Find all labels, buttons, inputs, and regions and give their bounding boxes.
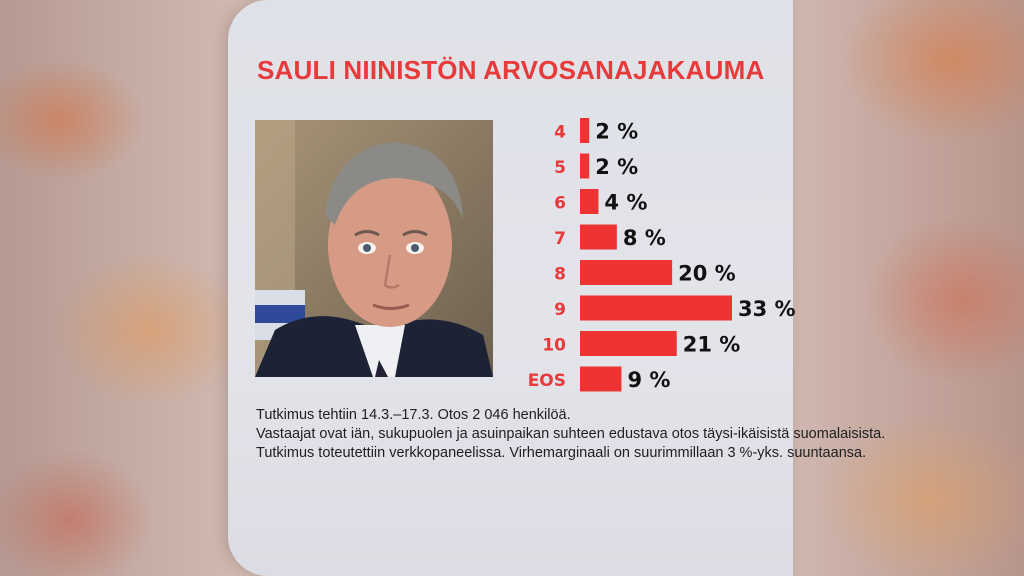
bar bbox=[580, 295, 732, 321]
category-label: 10 bbox=[542, 336, 566, 356]
footnote-line-2: Vastaajat ovat iän, sukupuolen ja asuinp… bbox=[256, 426, 886, 442]
value-label: 8 % bbox=[623, 226, 666, 250]
bar bbox=[580, 366, 622, 392]
category-label: 7 bbox=[554, 229, 566, 249]
value-label: 21 % bbox=[683, 333, 741, 357]
footnote-line-1: Tutkimus tehtiin 14.3.–17.3. Otos 2 046 … bbox=[256, 407, 571, 423]
category-label: 5 bbox=[554, 158, 566, 178]
bar bbox=[580, 118, 590, 143]
bar bbox=[580, 153, 590, 179]
bar bbox=[580, 224, 617, 250]
category-label: 6 bbox=[554, 194, 566, 214]
category-label: 8 bbox=[554, 265, 566, 285]
value-label: 2 % bbox=[595, 120, 638, 144]
portrait-photo bbox=[255, 120, 493, 377]
bar bbox=[580, 189, 599, 214]
value-label: 9 % bbox=[627, 368, 670, 392]
bar bbox=[580, 331, 677, 356]
category-label: 9 bbox=[554, 300, 566, 320]
value-label: 33 % bbox=[738, 297, 796, 321]
value-label: 2 % bbox=[595, 155, 638, 179]
category-label: 4 bbox=[554, 123, 566, 143]
footnote: Tutkimus tehtiin 14.3.–17.3. Otos 2 046 … bbox=[256, 406, 956, 463]
category-label: EOS bbox=[528, 371, 566, 391]
value-label: 20 % bbox=[678, 262, 736, 286]
bar bbox=[580, 260, 673, 285]
bar-chart-svg: 4 2 % 5 2 % 6 4 % 7 8 % 8 20 % 9 33 % 10 21 % EOS 9 % bbox=[528, 118, 796, 392]
grade-distribution-chart: 4 2 % 5 2 % 6 4 % 7 8 % 8 20 % 9 33 % 10 21 % EOS 9 % bbox=[520, 110, 820, 394]
footnote-line-3: Tutkimus toteutettiin verkkopaneelissa. … bbox=[256, 445, 867, 461]
page-title: SAULI NIINISTÖN ARVOSANAJAKAUMA bbox=[257, 55, 765, 85]
value-label: 4 % bbox=[604, 191, 647, 215]
